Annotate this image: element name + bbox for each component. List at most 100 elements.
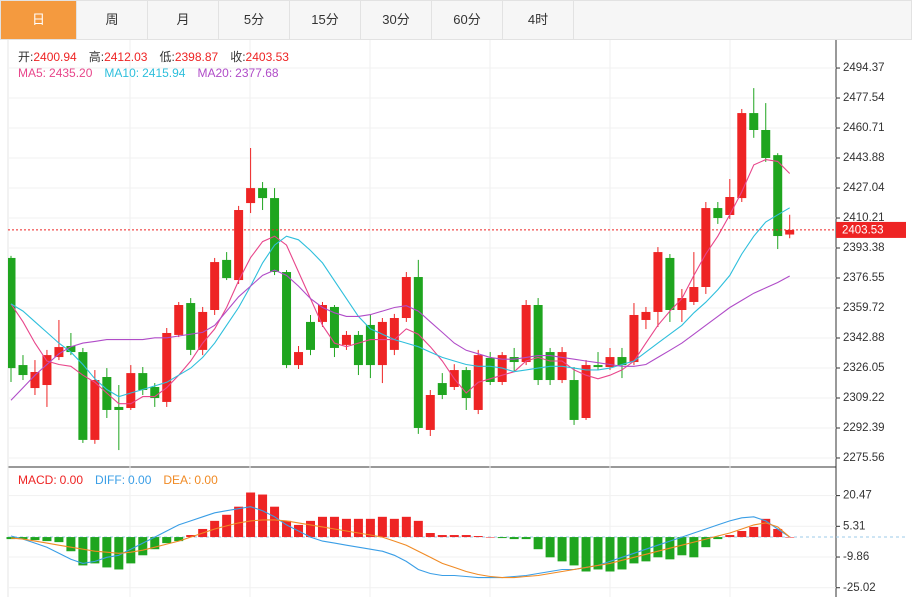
- y-tick-label: 2393.38: [843, 242, 885, 254]
- legend-name: MA10:: [104, 66, 140, 80]
- macd-bar: [437, 535, 447, 538]
- period-tab[interactable]: 5分: [219, 1, 290, 39]
- legend-name: MACD:: [18, 473, 57, 487]
- macd-bar: [617, 537, 627, 570]
- line-series: [10, 506, 791, 579]
- candle-body: [569, 380, 579, 420]
- period-tab[interactable]: 4时: [503, 1, 574, 39]
- y-tick-label: 2342.88: [843, 332, 885, 344]
- macd-bar: [174, 537, 184, 542]
- macd-legend: MACD: 0.00 DIFF: 0.00 DEA: 0.00: [18, 473, 230, 487]
- period-tab[interactable]: 月: [148, 1, 219, 39]
- macd-bar: [6, 537, 16, 540]
- y-tick-label: 2477.54: [843, 92, 885, 104]
- macd-bar: [677, 537, 687, 556]
- candle-body: [425, 395, 435, 430]
- macd-bar: [725, 535, 735, 538]
- macd-bar: [485, 537, 495, 538]
- candle-body: [593, 365, 603, 368]
- y-tick-label: 2326.05: [843, 362, 885, 374]
- legend-label: 高:: [88, 50, 105, 64]
- candle-body: [126, 373, 136, 409]
- macd-bar: [701, 537, 711, 548]
- candle-body: [42, 355, 52, 386]
- period-tab[interactable]: 15分: [290, 1, 361, 39]
- candle-body: [605, 357, 615, 368]
- y-tick-label: 2494.37: [843, 62, 885, 74]
- candle-body: [521, 305, 531, 363]
- candle-body: [725, 197, 735, 216]
- legend-name: DEA:: [163, 473, 192, 487]
- candle-body: [377, 321, 387, 366]
- macd-bar: [497, 537, 507, 539]
- candle-body: [138, 373, 148, 391]
- line-series: [10, 159, 791, 405]
- macd-bar: [341, 518, 351, 538]
- macd-bar: [593, 537, 603, 570]
- period-tab[interactable]: 日: [1, 1, 77, 39]
- candle-body: [713, 208, 723, 219]
- legend-value: 2412.03: [104, 50, 148, 64]
- macd-bar: [401, 516, 411, 538]
- candle-body: [234, 210, 244, 281]
- period-tab[interactable]: 30分: [361, 1, 432, 39]
- legend-value: 0.00: [194, 473, 218, 487]
- candle-body: [533, 305, 543, 381]
- macd-bar: [150, 537, 160, 550]
- candle-body: [617, 357, 627, 366]
- legend-value: 0.00: [59, 473, 84, 487]
- candle-body: [90, 380, 100, 440]
- macd-bar: [282, 520, 292, 538]
- candle-body: [485, 357, 495, 382]
- macd-bar: [306, 520, 315, 538]
- legend-label: 收:: [230, 50, 246, 64]
- candle-body: [210, 262, 220, 310]
- legend-value: 2435.20: [49, 66, 93, 80]
- macd-bar: [126, 537, 136, 564]
- candle-body: [114, 406, 124, 410]
- macd-bar: [389, 518, 399, 538]
- macd-bar: [329, 516, 339, 538]
- period-tab[interactable]: 60分: [432, 1, 503, 39]
- macd-bar: [425, 533, 435, 538]
- macd-bar: [18, 537, 28, 540]
- legend-value: 2398.87: [174, 50, 219, 64]
- legend-value: 2403.53: [245, 50, 289, 64]
- macd-bar: [629, 537, 639, 564]
- macd-bar: [533, 537, 543, 550]
- period-tab[interactable]: 周: [77, 1, 148, 39]
- line-series: [10, 207, 790, 398]
- candle-body: [365, 324, 375, 366]
- period-tabs: 日周月 5分 15分 30分 60分 4时: [0, 0, 912, 40]
- last-price-box: [836, 221, 906, 238]
- macd-bar: [581, 537, 591, 572]
- y-tick-label: 2443.88: [843, 152, 885, 164]
- legend-label: 低:: [159, 50, 175, 64]
- macd-bar: [605, 537, 615, 572]
- candle-body: [785, 229, 795, 235]
- macd-bar: [234, 506, 244, 538]
- candle-body: [222, 259, 232, 279]
- y-tick-label: 2376.55: [843, 272, 885, 284]
- candle-body: [773, 155, 783, 237]
- legend-value: 2415.94: [142, 66, 186, 80]
- candle-body: [413, 277, 423, 428]
- y-tick-label: -25.02: [843, 582, 876, 594]
- y-tick-label: 2275.56: [843, 452, 885, 464]
- macd-bar: [749, 526, 759, 538]
- ohlc-legend: 开:2400.94 高:2412.03 低:2398.87 收:2403.53: [18, 48, 301, 65]
- macd-bar: [569, 537, 579, 566]
- candle-body: [54, 347, 64, 358]
- macd-bar: [449, 535, 459, 538]
- y-tick-label: 2292.39: [843, 422, 885, 434]
- macd-bar: [413, 520, 423, 538]
- candle-body: [641, 311, 651, 320]
- y-tick-label: 2410.21: [843, 212, 885, 224]
- y-tick-label: -9.86: [843, 551, 869, 563]
- candle-body: [246, 188, 256, 204]
- macd-bar: [557, 537, 567, 562]
- y-tick-label: 5.31: [843, 520, 865, 532]
- candle-body: [282, 272, 292, 366]
- y-tick-label: 2460.71: [843, 122, 885, 134]
- candle-body: [581, 365, 591, 418]
